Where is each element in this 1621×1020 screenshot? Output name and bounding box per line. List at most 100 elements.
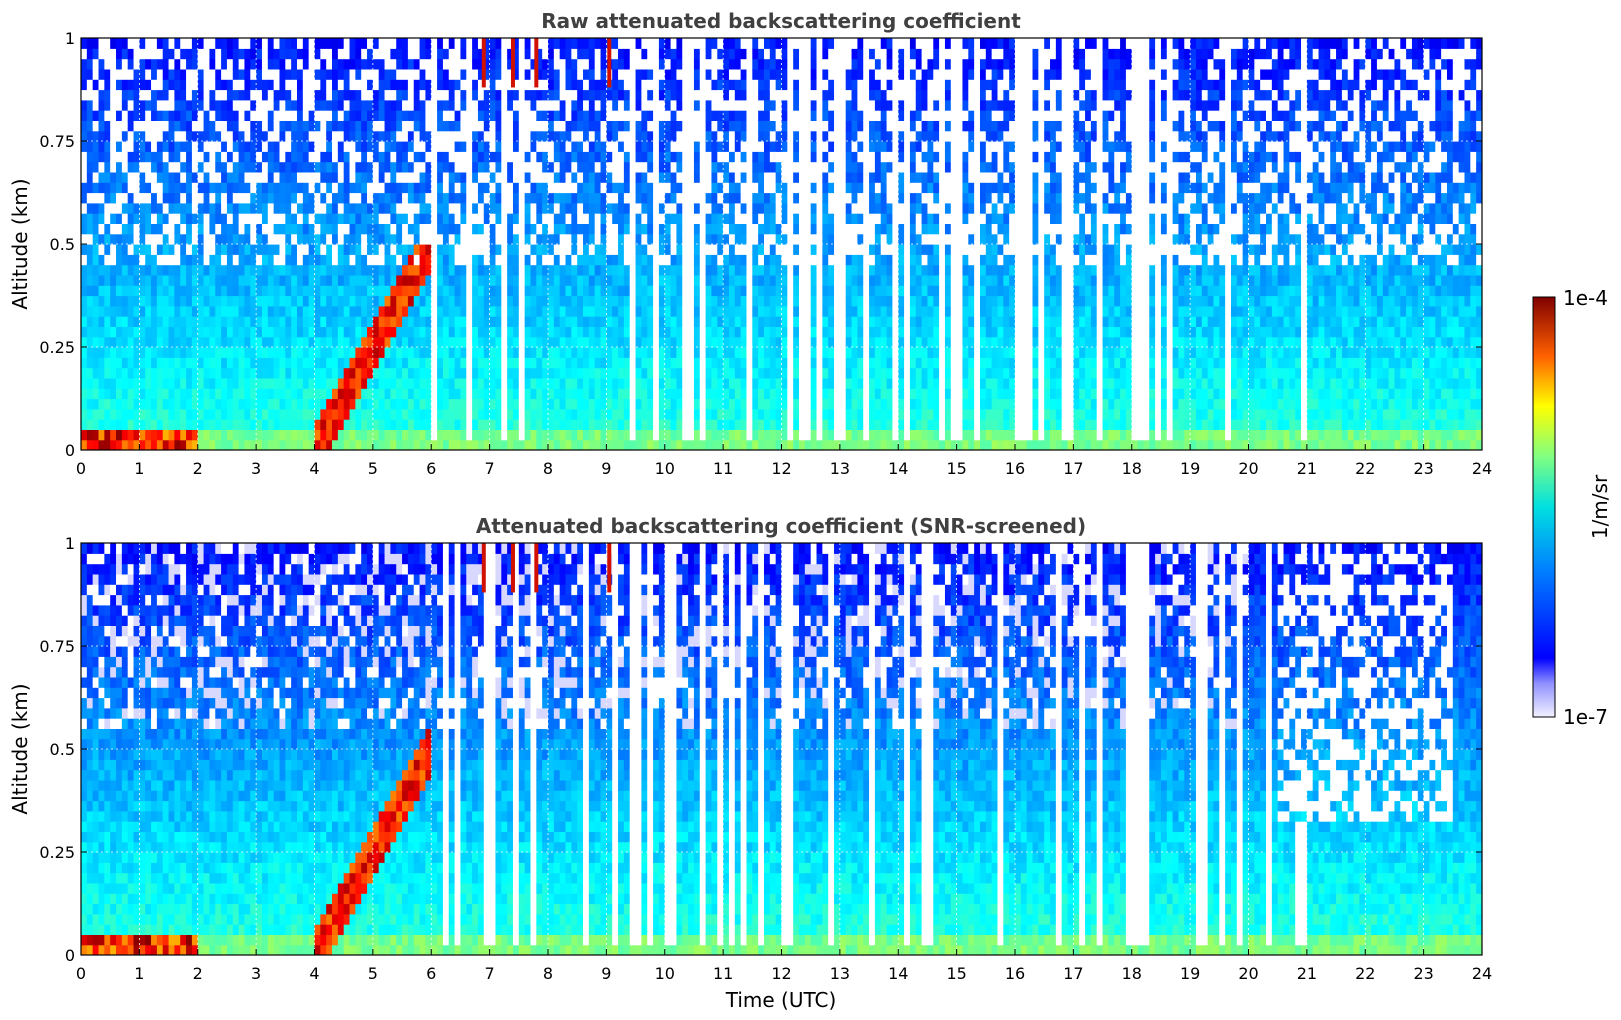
heatmap-cell xyxy=(203,357,211,369)
heatmap-cell xyxy=(361,336,368,348)
heatmap-cell xyxy=(442,264,450,276)
heatmap-cell xyxy=(367,377,374,389)
heatmap-cell xyxy=(577,68,584,80)
heatmap-cell xyxy=(623,347,631,358)
heatmap-cell xyxy=(396,130,403,142)
heatmap-cell xyxy=(261,357,269,369)
heatmap-cell xyxy=(787,367,794,379)
heatmap-cell xyxy=(606,192,613,204)
heatmap-cell xyxy=(530,161,537,173)
heatmap-cell xyxy=(553,58,561,70)
heatmap-cell xyxy=(752,192,759,204)
heatmap-cell xyxy=(156,254,164,266)
heatmap-cell xyxy=(711,79,718,91)
heatmap-cell xyxy=(402,89,409,101)
heatmap-cell xyxy=(571,68,578,80)
heatmap-cell xyxy=(86,388,94,400)
heatmap-cell xyxy=(477,120,485,132)
heatmap-cell xyxy=(653,347,660,358)
heatmap-cell xyxy=(565,192,572,204)
heatmap-cell xyxy=(139,316,146,327)
heatmap-cell xyxy=(618,295,625,307)
heatmap-cell xyxy=(402,254,409,266)
heatmap-cell xyxy=(361,48,368,60)
heatmap-cell xyxy=(600,295,607,307)
heatmap-cell xyxy=(588,398,596,410)
heatmap-cell xyxy=(98,171,105,183)
heatmap-cell xyxy=(226,429,234,441)
heatmap-cell xyxy=(419,274,427,286)
heatmap-cell xyxy=(191,388,199,400)
heatmap-cell xyxy=(279,99,286,111)
heatmap-cell xyxy=(536,38,543,49)
heatmap-cell xyxy=(734,367,742,379)
heatmap-cell xyxy=(238,254,246,266)
heatmap-cell xyxy=(355,202,362,214)
heatmap-cell xyxy=(758,151,765,163)
heatmap-cell xyxy=(705,99,713,111)
heatmap-cell xyxy=(355,171,362,183)
heatmap-cell xyxy=(594,408,602,420)
heatmap-cell xyxy=(693,254,701,266)
heatmap-cell xyxy=(647,48,654,60)
heatmap-cell xyxy=(425,38,432,49)
heatmap-cell xyxy=(203,316,211,327)
heatmap-cell xyxy=(250,89,257,101)
heatmap-cell xyxy=(553,151,561,163)
heatmap-cell xyxy=(98,223,105,235)
heatmap-cell xyxy=(548,182,555,194)
heatmap-cell xyxy=(110,38,117,49)
heatmap-cell xyxy=(186,367,193,379)
heatmap-cell xyxy=(296,151,304,163)
heatmap-cell xyxy=(250,110,257,121)
heatmap-cell xyxy=(267,285,275,297)
heatmap-cell xyxy=(437,326,444,338)
heatmap-cell xyxy=(717,171,724,183)
heatmap-cell xyxy=(215,285,222,297)
heatmap-cell xyxy=(209,48,216,60)
heatmap-cell xyxy=(682,398,689,410)
heatmap-cell xyxy=(606,89,613,101)
heatmap-cell xyxy=(799,99,806,111)
heatmap-cell xyxy=(419,223,427,235)
heatmap-cell xyxy=(349,110,356,121)
heatmap-cell xyxy=(553,161,561,173)
heatmap-cell xyxy=(308,316,316,327)
heatmap-cell xyxy=(769,182,777,194)
heatmap-cell xyxy=(256,419,263,430)
heatmap-cell xyxy=(600,141,607,152)
heatmap-cell xyxy=(758,408,765,420)
heatmap-cell xyxy=(763,171,771,183)
heatmap-cell xyxy=(162,439,170,450)
heatmap-cell xyxy=(641,316,648,327)
heatmap-cell xyxy=(553,295,561,307)
heatmap-cell xyxy=(653,151,660,163)
heatmap-cell xyxy=(565,244,572,255)
heatmap-cell xyxy=(197,79,205,91)
heatmap-cell xyxy=(781,244,788,255)
heatmap-cell xyxy=(238,264,246,276)
heatmap-cell xyxy=(606,130,613,142)
heatmap-cell xyxy=(209,367,216,379)
heatmap-cell xyxy=(763,213,771,224)
heatmap-cell xyxy=(460,68,467,80)
heatmap-cell xyxy=(629,254,637,266)
heatmap-cell xyxy=(308,439,316,450)
heatmap-cell xyxy=(279,305,286,317)
heatmap-cell xyxy=(285,151,292,163)
heatmap-cell xyxy=(507,429,514,441)
heatmap-cell xyxy=(594,48,602,60)
heatmap-cell xyxy=(524,141,532,152)
heatmap-cell xyxy=(314,223,321,235)
heatmap-cell xyxy=(407,316,415,327)
heatmap-cell xyxy=(688,377,695,389)
heatmap-cell xyxy=(623,316,631,327)
heatmap-cell xyxy=(530,295,537,307)
heatmap-cell xyxy=(168,244,175,255)
heatmap-cell xyxy=(402,244,409,255)
heatmap-cell xyxy=(162,357,170,369)
heatmap-cell xyxy=(483,326,491,338)
heatmap-cell xyxy=(518,377,526,389)
heatmap-cell xyxy=(261,120,269,132)
heatmap-cell xyxy=(489,377,497,389)
